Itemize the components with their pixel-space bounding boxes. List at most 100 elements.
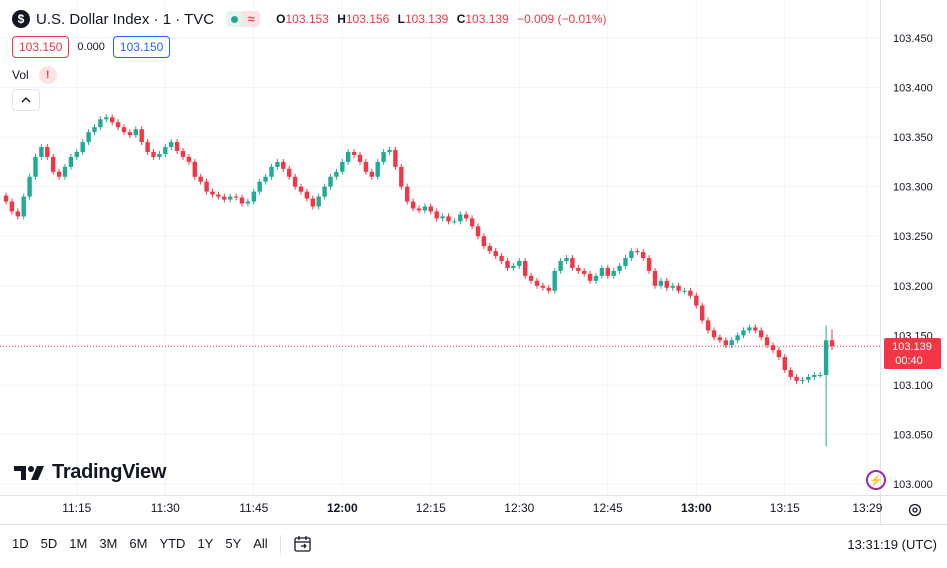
candle <box>464 211 469 222</box>
candle <box>782 354 787 373</box>
range-button[interactable]: 5Y <box>225 536 242 551</box>
candle <box>139 126 144 146</box>
candle <box>74 149 79 160</box>
candle <box>658 277 664 289</box>
gear-icon-shape <box>908 503 922 517</box>
range-button[interactable]: 1D <box>12 536 29 551</box>
candle <box>228 193 233 203</box>
candle <box>481 233 487 250</box>
candle <box>599 264 605 279</box>
candle <box>829 329 835 351</box>
candle <box>505 258 510 271</box>
gear-icon[interactable] <box>906 501 924 519</box>
candle <box>375 158 380 180</box>
range-button[interactable]: 6M <box>129 536 148 551</box>
candle <box>493 248 498 260</box>
y-tick-label: 103.300 <box>893 182 933 194</box>
candle <box>3 192 9 205</box>
candle <box>534 277 540 289</box>
candle <box>593 272 599 284</box>
candle <box>39 144 44 160</box>
candle <box>818 372 823 378</box>
range-button[interactable]: All <box>253 536 268 551</box>
candle <box>340 158 345 175</box>
candle <box>605 264 610 279</box>
candle <box>92 124 97 136</box>
y-tick-label: 103.400 <box>893 83 933 95</box>
utc-clock[interactable]: 13:31:19 (UTC) <box>847 537 937 552</box>
x-tick-label: 13:00 <box>681 501 712 515</box>
candle <box>770 342 776 354</box>
candle <box>759 327 764 341</box>
low-value: 103.139 <box>404 12 449 26</box>
candle <box>198 173 203 185</box>
time-axis[interactable]: 11:15 11:30 11:45 12:00 12:15 12:30 12:45 13:00… <box>62 501 883 515</box>
last-price-value: 103.139 <box>892 341 932 353</box>
x-tick-label: 12:30 <box>504 501 534 515</box>
high-value: 103.156 <box>345 12 390 26</box>
high-label: H <box>337 12 346 26</box>
candle <box>688 287 693 299</box>
chevron-up-icon <box>21 97 31 103</box>
price-axis[interactable]: 103.450 103.400 103.350 103.300 103.250 103.2… <box>893 33 933 491</box>
sell-button[interactable]: 103.150 <box>12 36 70 58</box>
spread-value: 0.000 <box>77 41 105 53</box>
candle <box>458 211 463 225</box>
open-value: 103.153 <box>285 12 329 26</box>
candle <box>369 168 374 180</box>
candle <box>45 144 50 160</box>
candle <box>298 183 304 195</box>
y-tick-label: 103.350 <box>893 132 933 144</box>
candle <box>723 337 728 349</box>
candle <box>558 258 563 274</box>
range-button[interactable]: YTD <box>159 536 186 551</box>
tradingview-logo[interactable]: TradingView <box>14 461 166 484</box>
calendar-goto-icon[interactable] <box>293 534 313 554</box>
candle <box>104 114 109 123</box>
candle <box>422 203 428 214</box>
candle <box>186 153 192 165</box>
candle <box>80 139 85 155</box>
y-tick-label: 103.050 <box>893 429 933 441</box>
range-button[interactable]: 1M <box>69 536 88 551</box>
candle <box>27 173 32 200</box>
buy-button[interactable]: 103.150 <box>112 36 171 58</box>
range-button[interactable]: 3M <box>99 536 118 551</box>
range-button[interactable]: 5D <box>40 536 58 551</box>
candles <box>3 114 835 447</box>
candle <box>334 168 339 180</box>
open-label: O <box>276 12 286 26</box>
symbol-logo-icon: $ <box>12 10 30 28</box>
volume-label[interactable]: Vol <box>12 68 29 82</box>
candle <box>794 373 799 384</box>
grid-lines <box>0 0 947 524</box>
y-tick-label: 103.450 <box>893 33 933 45</box>
trade-panel: 103.150 0.000 103.150 <box>12 36 171 58</box>
candle <box>487 243 492 255</box>
x-tick-label: 13:15 <box>770 501 800 515</box>
candle <box>800 376 805 384</box>
candle <box>582 267 587 277</box>
range-button[interactable]: 1Y <box>197 536 214 551</box>
x-tick-label: 11:30 <box>151 501 180 515</box>
candle <box>528 272 534 284</box>
x-tick-label: 13:29 <box>852 501 882 515</box>
candle <box>357 151 363 165</box>
warning-icon[interactable]: ! <box>38 66 57 84</box>
candle <box>523 258 528 279</box>
candle <box>617 262 622 274</box>
symbol-title[interactable]: U.S. Dollar Index · 1 · TVC <box>36 10 215 28</box>
candle <box>428 203 433 215</box>
candle <box>399 163 404 190</box>
candle <box>62 163 68 180</box>
candle <box>694 292 699 309</box>
date-range-buttons: 1D 5D 1M 3M 6M YTD 1Y 5Y All <box>12 536 280 551</box>
candle <box>9 198 15 215</box>
market-status[interactable]: ≈ <box>226 11 261 27</box>
collapse-legend-button[interactable] <box>12 89 40 111</box>
candle <box>115 119 121 131</box>
candle <box>635 248 640 256</box>
candle <box>145 139 150 155</box>
lightning-icon[interactable]: ⚡ <box>866 470 886 490</box>
